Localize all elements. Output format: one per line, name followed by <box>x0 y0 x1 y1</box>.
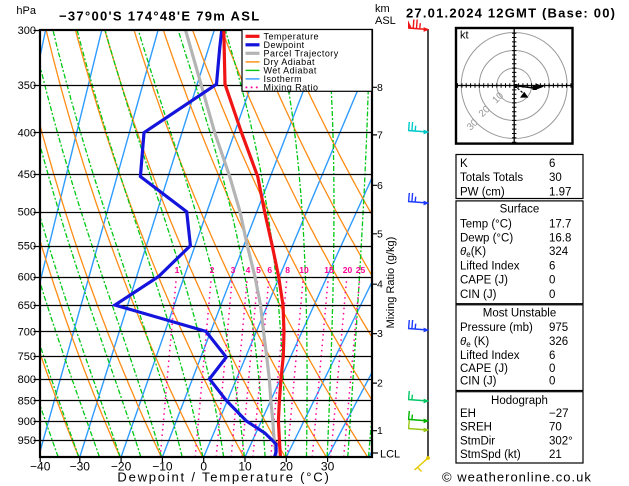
svg-text:2: 2 <box>377 378 383 390</box>
svg-text:30: 30 <box>321 460 335 474</box>
svg-text:1: 1 <box>377 425 383 437</box>
svg-text:0: 0 <box>200 460 207 474</box>
svg-text:20: 20 <box>280 460 294 474</box>
svg-text:0: 0 <box>549 363 555 375</box>
svg-text:Parcel Trajectory: Parcel Trajectory <box>264 48 339 58</box>
svg-text:800: 800 <box>18 374 36 386</box>
svg-text:Totals Totals: Totals Totals <box>460 172 523 184</box>
svg-text:400: 400 <box>18 127 36 139</box>
svg-text:20: 20 <box>343 265 353 275</box>
svg-text:Temp (°C): Temp (°C) <box>460 218 512 230</box>
svg-text:SREH: SREH <box>460 422 492 434</box>
svg-text:θe(K): θe(K) <box>460 246 486 259</box>
svg-text:3: 3 <box>377 328 383 340</box>
svg-text:Most Unstable: Most Unstable <box>483 308 557 320</box>
svg-text:Surface: Surface <box>500 204 540 216</box>
svg-text:Isotherm: Isotherm <box>264 74 303 84</box>
svg-text:−37°00'S 174°48'E 79m ASL: −37°00'S 174°48'E 79m ASL <box>59 9 260 24</box>
svg-text:© weatheronline.co.uk: © weatheronline.co.uk <box>442 470 592 485</box>
svg-text:Dewp (°C): Dewp (°C) <box>460 232 513 244</box>
svg-text:5: 5 <box>377 228 383 240</box>
svg-text:−10: −10 <box>152 460 173 474</box>
svg-text:15: 15 <box>324 265 334 275</box>
svg-text:1: 1 <box>175 265 180 275</box>
svg-text:700: 700 <box>18 326 36 338</box>
svg-text:Lifted Index: Lifted Index <box>460 350 520 362</box>
svg-text:3: 3 <box>231 265 236 275</box>
svg-text:7: 7 <box>377 129 383 141</box>
svg-text:Dewpoint: Dewpoint <box>264 40 305 50</box>
svg-text:kt: kt <box>460 30 469 42</box>
svg-text:hPa: hPa <box>16 5 36 17</box>
svg-text:Wet Adiabat: Wet Adiabat <box>264 65 317 75</box>
svg-text:4: 4 <box>246 265 251 275</box>
svg-text:0: 0 <box>549 376 555 388</box>
svg-text:Temperature: Temperature <box>264 31 319 41</box>
svg-text:Dewpoint / Temperature (°C): Dewpoint / Temperature (°C) <box>117 470 330 485</box>
svg-text:−40: −40 <box>30 460 51 474</box>
svg-text:0: 0 <box>549 275 555 287</box>
svg-text:300: 300 <box>18 25 36 37</box>
svg-text:17.7: 17.7 <box>549 218 571 230</box>
svg-text:975: 975 <box>549 322 568 334</box>
svg-text:6: 6 <box>267 265 272 275</box>
svg-text:10: 10 <box>299 265 309 275</box>
svg-text:5: 5 <box>256 265 261 275</box>
svg-text:25: 25 <box>356 265 366 275</box>
svg-text:Mixing Ratio: Mixing Ratio <box>264 82 319 92</box>
svg-text:750: 750 <box>18 351 36 363</box>
svg-text:Pressure (mb): Pressure (mb) <box>460 322 533 334</box>
svg-text:Mixing Ratio (g/kg): Mixing Ratio (g/kg) <box>385 237 397 329</box>
svg-text:2: 2 <box>210 265 215 275</box>
svg-text:StmDir: StmDir <box>460 435 495 447</box>
svg-text:10: 10 <box>238 460 252 474</box>
svg-text:CAPE (J): CAPE (J) <box>460 363 508 375</box>
svg-text:27.01.2024 12GMT (Base: 00): 27.01.2024 12GMT (Base: 00) <box>406 6 616 21</box>
svg-text:70: 70 <box>549 422 562 434</box>
svg-text:StmSpd (kt): StmSpd (kt) <box>460 449 521 461</box>
svg-text:CIN (J): CIN (J) <box>460 376 497 388</box>
svg-text:6: 6 <box>377 180 383 192</box>
svg-text:550: 550 <box>18 241 36 253</box>
svg-text:K: K <box>460 158 468 170</box>
svg-text:650: 650 <box>18 300 36 312</box>
svg-text:6: 6 <box>549 261 555 273</box>
svg-text:302°: 302° <box>549 435 573 447</box>
svg-text:CIN (J): CIN (J) <box>460 289 497 301</box>
svg-text:km: km <box>375 3 390 15</box>
svg-text:Hodograph: Hodograph <box>491 395 548 407</box>
svg-text:350: 350 <box>18 80 36 92</box>
svg-text:6: 6 <box>549 158 555 170</box>
svg-text:−30: −30 <box>70 460 91 474</box>
svg-text:21: 21 <box>549 449 562 461</box>
svg-text:900: 900 <box>18 416 36 428</box>
svg-text:324: 324 <box>549 246 569 258</box>
svg-text:30: 30 <box>549 172 562 184</box>
svg-text:850: 850 <box>18 395 36 407</box>
svg-text:1.97: 1.97 <box>549 187 571 199</box>
svg-text:PW (cm): PW (cm) <box>460 187 505 199</box>
svg-text:600: 600 <box>18 272 36 284</box>
svg-text:ASL: ASL <box>375 15 396 27</box>
svg-text:EH: EH <box>460 408 476 420</box>
svg-text:CAPE (J): CAPE (J) <box>460 275 508 287</box>
svg-text:−20: −20 <box>111 460 132 474</box>
svg-text:16.8: 16.8 <box>549 232 571 244</box>
svg-text:4: 4 <box>377 279 383 291</box>
svg-text:450: 450 <box>18 169 36 181</box>
svg-text:8: 8 <box>285 265 290 275</box>
svg-text:−27: −27 <box>549 408 569 420</box>
svg-text:Dry Adiabat: Dry Adiabat <box>264 57 316 67</box>
svg-text:8: 8 <box>377 82 383 94</box>
svg-text:Lifted Index: Lifted Index <box>460 261 520 273</box>
svg-text:θe (K): θe (K) <box>460 336 489 349</box>
svg-text:500: 500 <box>18 207 36 219</box>
svg-text:LCL: LCL <box>380 449 400 461</box>
svg-text:6: 6 <box>549 350 555 362</box>
svg-text:0: 0 <box>549 289 555 301</box>
svg-text:326: 326 <box>549 336 568 348</box>
svg-text:950: 950 <box>18 435 36 447</box>
